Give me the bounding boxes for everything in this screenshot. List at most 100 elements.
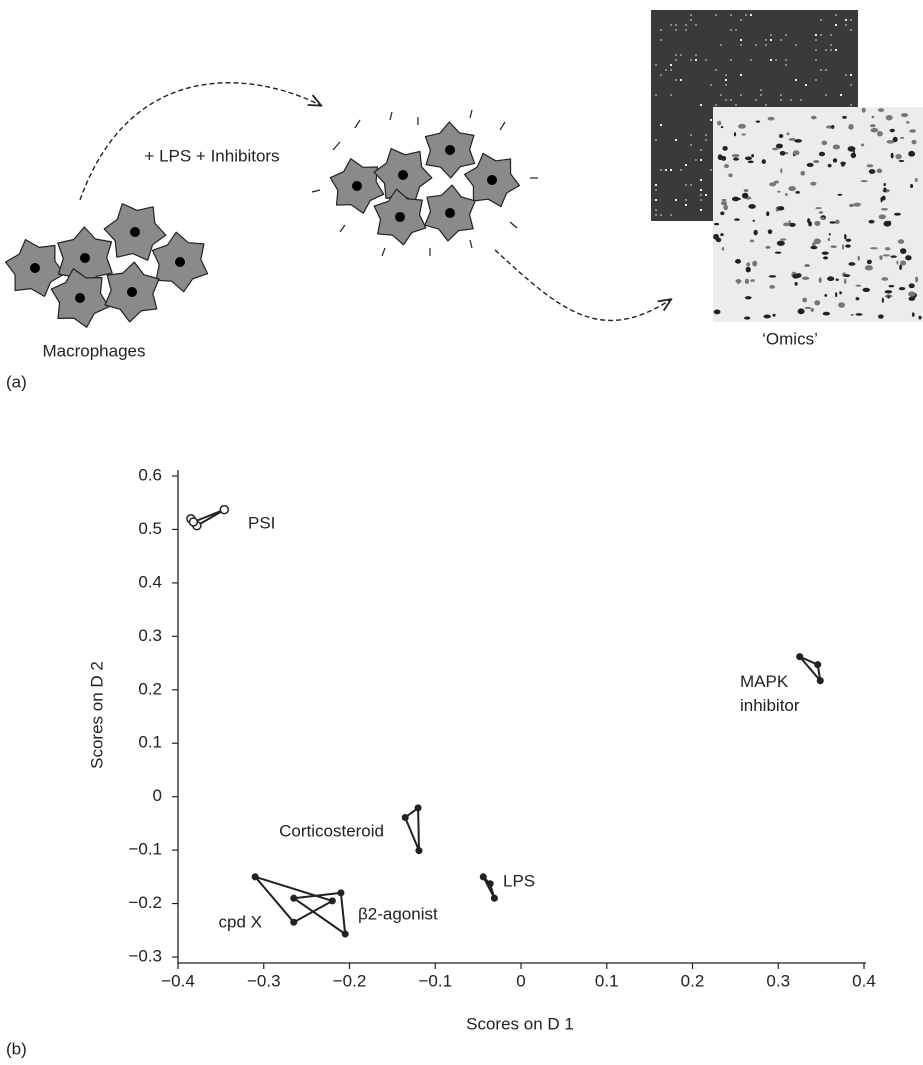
point: [188, 517, 199, 527]
array-spot: [655, 94, 657, 96]
array-spot: [770, 34, 772, 36]
gel-spot: [804, 306, 812, 310]
gel-spot: [862, 287, 870, 293]
gel-spot: [870, 247, 878, 250]
gel-spot: [898, 286, 906, 291]
gel-spot: [908, 296, 916, 301]
nucleus: [445, 145, 455, 155]
x-tick-label: 0.4: [852, 971, 876, 990]
series-label: Corticosteroid: [279, 821, 384, 840]
gel-spot: [720, 233, 724, 237]
gel-spot: [877, 131, 883, 137]
gel-spot: [715, 237, 722, 243]
y-axis-label: Scores on D 2: [87, 661, 106, 769]
gel-spot: [896, 260, 899, 265]
gel-spot: [861, 107, 866, 113]
gel-spot: [746, 262, 751, 267]
gel-spot: [713, 309, 721, 315]
gel-spot: [866, 259, 872, 265]
gel-spot: [751, 154, 755, 158]
gel-spot: [900, 113, 909, 118]
array-spot: [830, 44, 832, 46]
gel-spot: [784, 193, 788, 196]
gel-spot: [855, 284, 862, 287]
array-spot: [845, 24, 847, 26]
gel-spot: [743, 189, 749, 193]
array-spot: [655, 64, 657, 66]
array-spot: [660, 74, 662, 76]
gel-spot: [866, 164, 874, 168]
group-outline: [798, 655, 822, 682]
array-spot: [745, 14, 747, 16]
gel-spot: [843, 278, 847, 285]
gel-spot: [748, 204, 756, 209]
array-spot: [705, 139, 707, 141]
signal: [469, 239, 473, 249]
gel-spot: [818, 277, 822, 283]
array-spot: [700, 189, 702, 191]
array-spot: [660, 39, 662, 41]
gel-spot: [878, 314, 884, 319]
array-spot: [695, 54, 697, 56]
gel-spot: [883, 183, 886, 186]
array-spot: [815, 39, 817, 41]
array-spot: [690, 134, 692, 136]
series-label: LPS: [503, 871, 535, 890]
gel-spot: [900, 248, 907, 254]
array-spot: [675, 54, 677, 56]
y-tick-label: 0.2: [138, 679, 162, 698]
array-spot: [755, 44, 757, 46]
array-spot: [700, 149, 702, 151]
signal: [332, 141, 341, 151]
array-spot: [700, 104, 702, 106]
array-spot: [670, 169, 672, 171]
gel-spot: [800, 170, 806, 176]
gel-spot: [828, 232, 831, 236]
array-spot: [675, 59, 677, 61]
gel-spot: [915, 276, 919, 283]
array-spot: [835, 24, 837, 26]
group-outline: [404, 806, 420, 852]
array-spot: [655, 189, 657, 191]
array-spot: [685, 204, 687, 206]
gel-spot: [807, 218, 811, 224]
signal: [469, 109, 473, 119]
gel-spot: [877, 108, 885, 112]
array-spot: [670, 69, 672, 71]
x-axis-label: Scores on D 1: [466, 1014, 574, 1033]
gel-spot: [850, 313, 854, 316]
gel-spot: [910, 183, 914, 188]
array-spot: [830, 34, 832, 36]
array-spot: [825, 69, 827, 71]
array-spot: [815, 49, 817, 51]
gel-spot: [813, 238, 821, 245]
array-spot: [820, 19, 822, 21]
array-spot: [720, 44, 722, 46]
array-spot: [740, 39, 742, 41]
gel-spot: [847, 146, 856, 152]
signal: [354, 119, 361, 129]
array-spot: [700, 159, 702, 161]
treatment-label: + LPS + Inhibitors: [144, 146, 279, 165]
array-spot: [760, 89, 762, 91]
gel-spot: [753, 229, 758, 236]
gel-spot: [884, 290, 893, 294]
gel-spot: [786, 132, 790, 136]
gel-spot: [835, 278, 839, 282]
array-spot: [800, 99, 802, 101]
gel-spot: [890, 255, 897, 258]
point: [328, 897, 336, 905]
gel-spot: [818, 151, 826, 157]
gel-spot: [802, 297, 808, 303]
array-spot: [820, 69, 822, 71]
array-spot: [780, 39, 782, 41]
gel-spot: [734, 258, 742, 264]
array-spot: [730, 99, 732, 101]
nucleus: [175, 257, 185, 267]
gel-spot: [783, 222, 790, 227]
x-tick-label: 0.3: [766, 971, 790, 990]
gel-spot: [717, 120, 722, 126]
gel-spot: [741, 133, 746, 136]
gel-spot: [780, 168, 783, 174]
array-spot: [740, 74, 742, 76]
